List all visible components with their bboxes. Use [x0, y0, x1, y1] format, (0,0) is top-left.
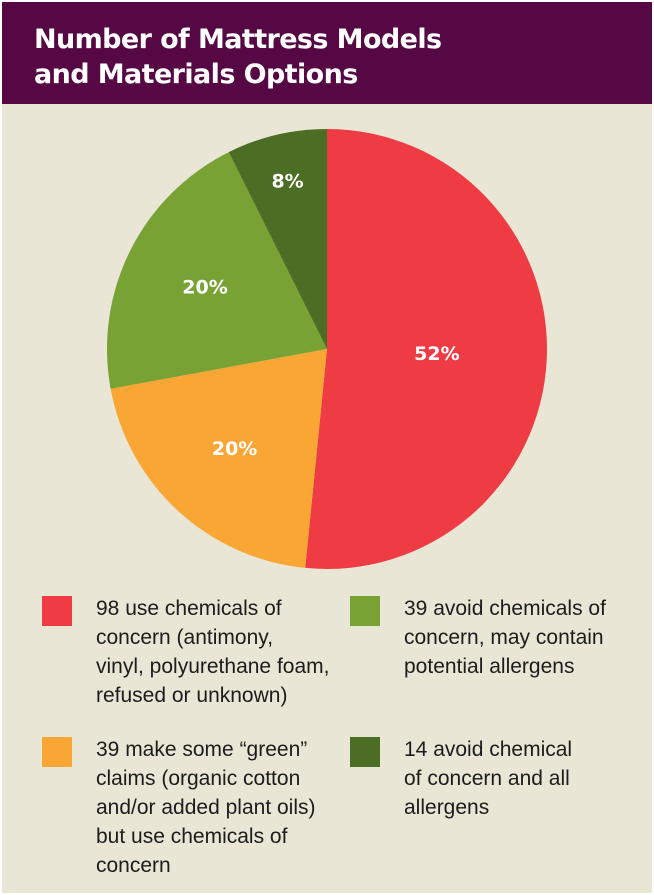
pie-slice-label: 52% — [414, 343, 459, 365]
legend-line: but use chemicals of — [96, 825, 288, 848]
chart-title-line-2: and Materials Options — [34, 59, 358, 90]
legend-line: 14 avoid chemical — [404, 738, 573, 761]
pie-slice-label: 20% — [182, 277, 227, 299]
pie-slice-possible-allergens — [107, 152, 327, 389]
legend-line: and/or added plant oils) — [96, 796, 316, 819]
pie-slice-label: 20% — [212, 438, 257, 460]
legend-line: 98 use chemicals of — [96, 597, 282, 620]
legend-text-chemicals-of-concern: 98 use chemicals of concern (antimony, v… — [96, 594, 329, 710]
pie-slice-no-allergens — [228, 129, 327, 349]
legend-line: potential allergens — [404, 655, 575, 678]
legend-text-green-claims: 39 make some “green” claims (organic cot… — [96, 735, 316, 880]
legend-swatch-chemicals-of-concern — [42, 596, 72, 626]
legend-line: concern, may contain — [404, 626, 604, 649]
legend-line: allergens — [404, 796, 490, 819]
chart-title-line-1: Number of Mattress Models — [34, 24, 442, 55]
legend-line: 39 make some “green” — [96, 738, 308, 761]
chart-header: Number of Mattress Models and Materials … — [2, 2, 652, 104]
legend-swatch-possible-allergens — [350, 596, 380, 626]
legend-line: 39 avoid chemicals of — [404, 597, 606, 620]
legend-line: refused or unknown) — [96, 684, 288, 707]
pie-slice-green-claims — [110, 349, 327, 568]
legend-swatch-green-claims — [42, 737, 72, 767]
legend-line: claims (organic cotton — [96, 767, 301, 790]
legend-text-no-allergens: 14 avoid chemical of concern and all all… — [404, 735, 572, 822]
legend-swatch-no-allergens — [350, 737, 380, 767]
legend-line: concern (antimony, — [96, 626, 274, 649]
pie-slice-chemicals-of-concern — [305, 129, 547, 569]
legend-line: concern — [96, 854, 171, 877]
legend-text-possible-allergens: 39 avoid chemicals of concern, may conta… — [404, 594, 606, 681]
legend-line: vinyl, polyurethane foam, — [96, 655, 330, 678]
legend-line: of concern and all — [404, 767, 570, 790]
pie-slice-label: 8% — [271, 171, 303, 193]
chart-title: Number of Mattress Models and Materials … — [34, 22, 624, 92]
